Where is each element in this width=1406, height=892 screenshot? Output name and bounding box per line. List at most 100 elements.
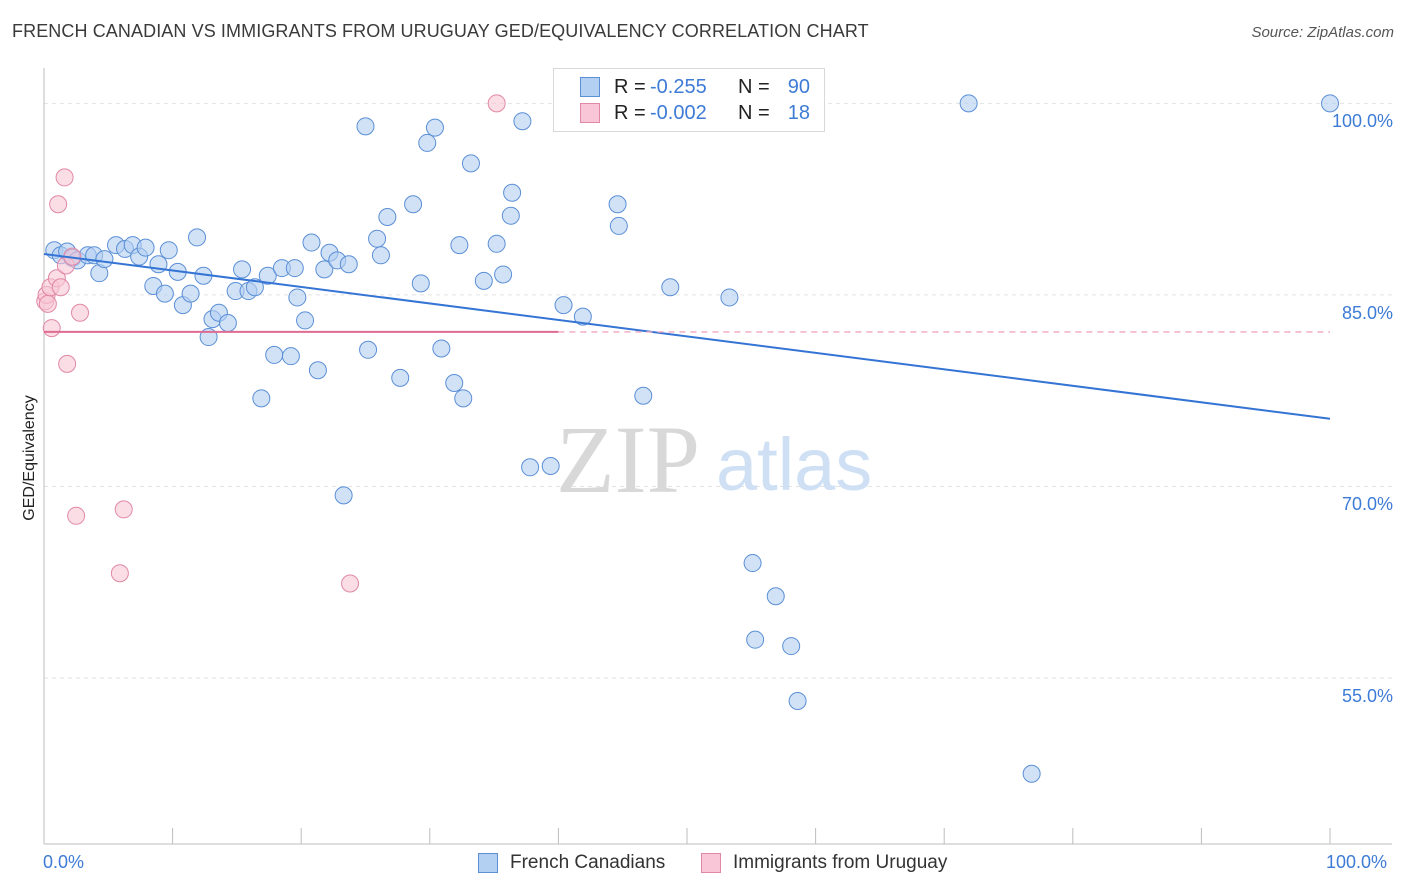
french-canadian-point [95,250,114,269]
legend-n-value: 90 [787,75,810,98]
french-canadian-point [450,236,469,255]
uruguay-point [71,303,90,322]
x-tick-label-min: 0.0% [43,852,85,872]
french-canadian-point [315,260,334,279]
french-canadian-point [252,389,271,408]
legend-item-french-canadians[interactable]: French Canadians [478,852,665,874]
french-canadian-point [218,313,237,332]
legend-r-value: -0.255 [650,75,707,98]
legend-swatch-blue [478,853,498,873]
french-canadian-point [474,271,493,290]
legend-swatch-blue [580,77,600,97]
french-canadian-point [368,229,387,248]
french-canadian-point [288,288,307,307]
french-canadian-point [461,154,480,173]
uruguay-point [55,168,74,187]
french-canadian-point [513,112,532,131]
uruguay-point [341,574,360,593]
french-canadian-point [445,374,464,393]
french-canadian-point [411,274,430,293]
french-canadian-point [391,368,410,387]
trend-lines [43,253,1331,420]
french-canadian-point [265,345,284,364]
french-canadian-point [159,241,178,260]
legend-swatch-pink [580,103,600,123]
y-tick-label: 100.0% [1331,111,1393,132]
french-canadian-point [425,118,444,137]
french-canadian-point [743,554,762,573]
french-canadian-point [155,284,174,303]
french-canadian-point [404,195,423,214]
legend-r-label: R = [614,75,646,98]
uruguay-point [42,319,61,338]
french-canadian-point [359,340,378,359]
chart-title: FRENCH CANADIAN VS IMMIGRANTS FROM URUGU… [12,21,869,41]
french-canadian-point [233,260,252,279]
y-tick-label: 85.0% [1341,302,1393,323]
french-canadian-point [418,133,437,152]
uruguay-point [487,94,506,113]
uruguay-point [51,278,70,297]
axes [43,68,1392,845]
legend-label-french-canadians: French Canadians [510,852,666,873]
french-canadian-point [281,347,300,366]
french-canadian-point [788,691,807,710]
legend-n-label: N = [738,75,770,98]
french-canadian-point [378,207,397,226]
legend-r-value: -0.002 [650,101,707,124]
french-canadian-point [487,234,506,253]
french-canadian-point [136,238,155,257]
watermark-atlas: atlas [716,423,872,506]
x-tick-label-max: 100.0% [1326,852,1388,872]
french-canadian-point [501,206,520,225]
french-canadian-point [746,630,765,649]
y-tick-label: 70.0% [1341,494,1393,515]
legend-item-uruguay[interactable]: Immigrants from Uruguay [701,852,947,874]
y-tick-label: 55.0% [1341,685,1393,706]
french-canadian-point [494,265,513,284]
french-canadian-point [308,361,327,380]
source-label: Source: ZipAtlas.com [1251,24,1394,41]
uruguay-point [110,564,129,583]
french-canadian-point [521,458,540,477]
french-canadian-point [245,278,264,297]
french-canadian-point [554,296,573,315]
french-canadian-point [285,259,304,278]
french-canadian-point [1321,94,1339,113]
legend-n-label: N = [738,101,770,124]
french-canadian-point [766,587,785,606]
french-canadian-point [1022,764,1041,783]
legend-n-value: 18 [787,101,810,124]
french-canadian-point [454,389,473,408]
french-canadian-point [334,486,353,505]
uruguay-point [114,500,133,519]
french-canadian-point [959,94,978,113]
grid-lines [44,102,1392,679]
french-canadian-point [609,216,628,235]
french-canadian-point [302,233,321,252]
french-canadian-point [503,183,522,202]
correlation-legend: R = -0.255 N = 90 R = -0.002 N = 18 [553,68,825,132]
uruguay-point [67,506,86,525]
french-canadian-point [356,117,375,136]
uruguay-point [38,294,57,313]
french-canadian-point [432,339,451,358]
legend-r-label: R = [614,101,646,124]
legend-row-uruguay: R = -0.002 N = 18 [554,100,810,126]
french-canadian-point [188,228,207,247]
french-canadian-point [541,457,560,476]
french-canadian-point [258,266,277,285]
french-canadian-point [720,288,739,307]
french-canadians-trend-line [43,253,1331,420]
french-canadian-point [573,307,592,326]
uruguay-point [49,195,68,214]
legend-swatch-pink [701,853,721,873]
french-canadian-point [661,278,680,297]
french-canadian-point [296,311,315,330]
uruguay-points [36,94,506,593]
french-canadian-point [339,255,358,274]
series-legend: French Canadians Immigrants from Uruguay [0,852,1406,876]
legend-label-uruguay: Immigrants from Uruguay [733,852,948,873]
french-canadian-point [634,386,653,405]
